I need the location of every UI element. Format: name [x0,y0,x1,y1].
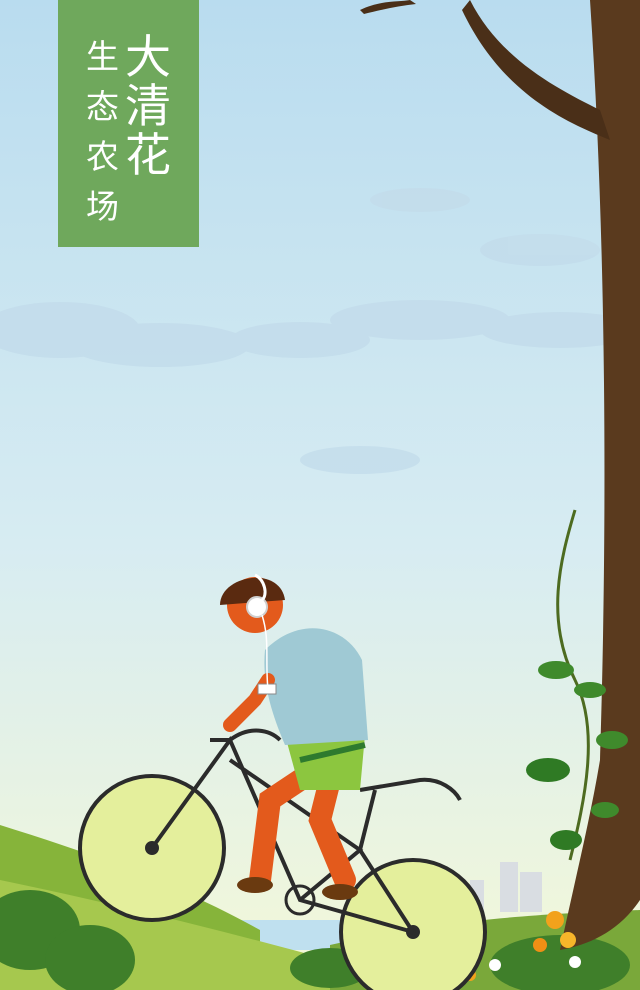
brand-subtitle-char: 场 [86,190,119,234]
brand-title-char: 大 [125,34,171,83]
brand-title: 大 清 花 [125,34,171,247]
brand-subtitle: 生 态 农 场 [86,34,119,247]
brand-subtitle-char: 生 [86,40,119,84]
brand-title-char: 清 [125,83,171,132]
brand-logo-block: 大 清 花 生 态 农 场 [58,0,199,247]
brand-title-char: 花 [125,132,171,181]
brand-subtitle-char: 态 [86,90,119,134]
brand-subtitle-char: 农 [86,140,119,184]
